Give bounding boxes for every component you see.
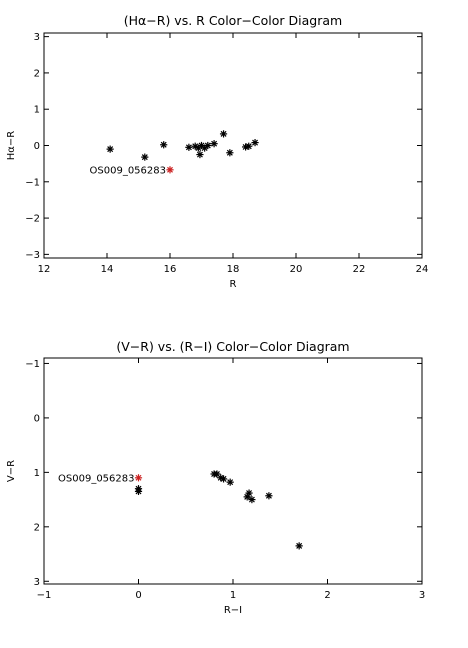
y-tick-label: 3 <box>34 32 40 43</box>
data-point <box>134 487 143 496</box>
data-point <box>265 492 273 500</box>
data-point <box>219 475 228 483</box>
data-point <box>141 153 149 161</box>
data-point <box>219 130 228 138</box>
point-annotation: OS009_056283 <box>90 165 166 176</box>
x-tick-label: 20 <box>290 264 303 275</box>
data-point <box>204 141 212 150</box>
data-point <box>210 140 218 148</box>
annotations: OS009_056283 <box>58 473 134 484</box>
x-tick-label: 0 <box>135 590 141 601</box>
x-axis: 12 14 16 18 20 22 24 <box>38 33 429 275</box>
data-point <box>295 542 303 550</box>
x-tick-label: 12 <box>38 264 51 275</box>
y-tick-label: 1 <box>34 468 40 479</box>
plot-frame <box>43 32 423 259</box>
x-tick-label: 22 <box>353 264 366 275</box>
data-point <box>166 166 174 174</box>
data-point <box>248 495 256 504</box>
chart-title: (Hα−R) vs. R Color−Color Diagram <box>124 13 342 28</box>
x-axis: −1 0 1 2 3 <box>37 358 425 601</box>
y-tick-label: −1 <box>25 359 40 370</box>
data-point <box>226 149 234 157</box>
y-tick-label: −2 <box>25 214 40 225</box>
x-tick-label: 18 <box>227 264 240 275</box>
y-tick-label: 2 <box>34 68 40 79</box>
chart-title: (V−R) vs. (R−I) Color−Color Diagram <box>116 339 349 354</box>
y-tick-label: −1 <box>25 177 40 188</box>
point-annotation: OS009_056283 <box>58 473 134 484</box>
data-point <box>245 142 253 150</box>
x-tick-label: −1 <box>37 590 52 601</box>
x-tick-label: 16 <box>164 264 177 275</box>
x-axis-label: R−I <box>224 605 242 616</box>
y-axis-label: V−R <box>6 460 17 482</box>
y-tick-label: 1 <box>34 105 40 116</box>
y-axis: −1 0 1 2 3 <box>25 359 422 588</box>
chart-panel-halpha-vs-r: (Hα−R) vs. R Color−Color Diagram 12 14 16 1… <box>6 13 428 290</box>
x-tick-label: 3 <box>419 590 425 601</box>
data-point <box>196 150 204 159</box>
x-tick-label: 14 <box>101 264 114 275</box>
data-point <box>160 141 168 149</box>
data-points <box>106 130 259 174</box>
data-point <box>251 138 259 147</box>
data-point <box>134 474 143 482</box>
data-points <box>134 470 303 550</box>
y-axis-label: Hα−R <box>6 131 17 160</box>
data-point <box>185 143 193 151</box>
y-tick-label: 0 <box>34 413 40 424</box>
y-tick-label: 2 <box>34 522 40 533</box>
data-point <box>213 470 221 478</box>
data-point <box>106 145 114 153</box>
x-tick-label: 1 <box>230 590 236 601</box>
data-point <box>245 489 253 497</box>
y-tick-label: 0 <box>34 141 40 152</box>
annotations: OS009_056283 <box>90 165 166 176</box>
data-point <box>226 478 234 486</box>
y-tick-label: 3 <box>34 577 40 588</box>
x-axis-label: R <box>230 279 237 290</box>
y-tick-label: −3 <box>25 250 40 261</box>
y-axis: 3 2 1 0 −1 −2 −3 <box>25 32 422 261</box>
x-tick-label: 24 <box>416 264 429 275</box>
plot-frame <box>43 357 423 585</box>
chart-panel-vr-vs-ri: (V−R) vs. (R−I) Color−Color Diagram −1 0 1… <box>6 339 425 616</box>
x-tick-label: 2 <box>324 590 330 601</box>
